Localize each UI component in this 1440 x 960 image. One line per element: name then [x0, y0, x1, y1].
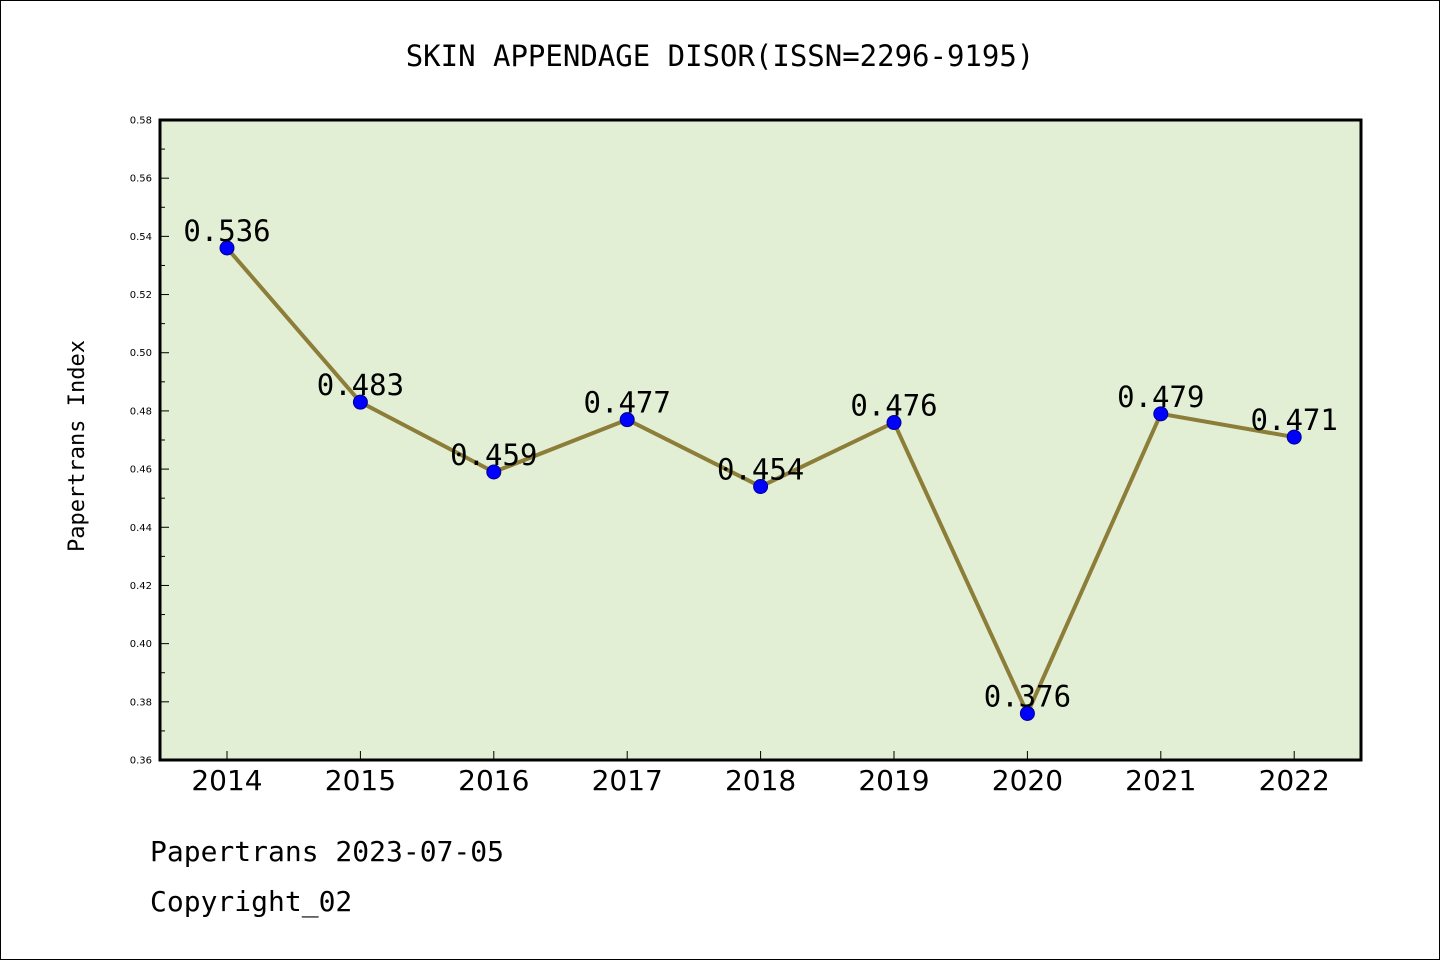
footer-date: Papertrans 2023-07-05	[150, 835, 505, 868]
y-axis-label: Papertrans Index	[65, 340, 90, 552]
x-tick-label: 2016	[458, 764, 529, 797]
y-tick-label: 0.50	[130, 348, 152, 359]
data-point	[753, 479, 769, 495]
y-tick-label: 0.42	[130, 581, 152, 592]
data-point	[486, 464, 502, 480]
data-point	[886, 415, 902, 431]
data-labels: 0.536 0.483 0.459 0.477 0.454 0.476 0.376 0.479…	[183, 214, 1338, 713]
x-tick-label: 2019	[858, 764, 929, 797]
x-tick-label: 2020	[992, 764, 1063, 797]
data-label: 0.536	[183, 214, 270, 248]
y-tick-label: 0.44	[130, 523, 152, 534]
plot-area	[160, 120, 1361, 760]
y-tick-label: 0.58	[130, 116, 152, 127]
y-tick-label: 0.56	[130, 174, 152, 185]
data-point	[619, 412, 635, 428]
data-point	[352, 394, 368, 410]
y-axis-ticks: 0.36 0.38 0.40 0.42 0.44 0.46 0.48 0.50 0.52 0.54…	[130, 116, 169, 767]
y-tick-label: 0.36	[130, 756, 152, 767]
y-tick-label: 0.54	[130, 232, 152, 243]
data-label: 0.476	[850, 389, 937, 423]
data-point	[1286, 429, 1302, 445]
data-point	[1153, 406, 1169, 422]
data-points	[219, 240, 1302, 721]
x-tick-label: 2014	[191, 764, 262, 797]
footer-copyright: Copyright_02	[150, 885, 353, 918]
data-label: 0.471	[1251, 403, 1338, 437]
data-point	[219, 240, 235, 256]
x-tick-label: 2022	[1259, 764, 1330, 797]
data-label: 0.483	[317, 368, 404, 402]
data-point	[1019, 705, 1035, 721]
x-tick-label: 2015	[325, 764, 396, 797]
x-tick-label: 2021	[1125, 764, 1196, 797]
data-label: 0.459	[450, 438, 537, 472]
y-tick-label: 0.38	[130, 697, 152, 708]
y-tick-label: 0.48	[130, 406, 152, 417]
chart-title: SKIN APPENDAGE DISOR(ISSN=2296-9195)	[406, 39, 1035, 73]
x-tick-label: 2017	[592, 764, 663, 797]
x-tick-label: 2018	[725, 764, 796, 797]
data-label: 0.479	[1117, 380, 1204, 414]
data-label: 0.376	[984, 679, 1071, 713]
y-tick-label: 0.52	[130, 290, 152, 301]
x-axis-ticks: 2014 2015 2016 2017 2018 2019 2020 2021 2022	[191, 751, 1330, 797]
data-label: 0.454	[717, 453, 804, 487]
plot-border	[158, 118, 1363, 762]
y-tick-label: 0.46	[130, 465, 152, 476]
data-label: 0.477	[584, 386, 671, 420]
y-tick-label: 0.40	[130, 639, 152, 650]
